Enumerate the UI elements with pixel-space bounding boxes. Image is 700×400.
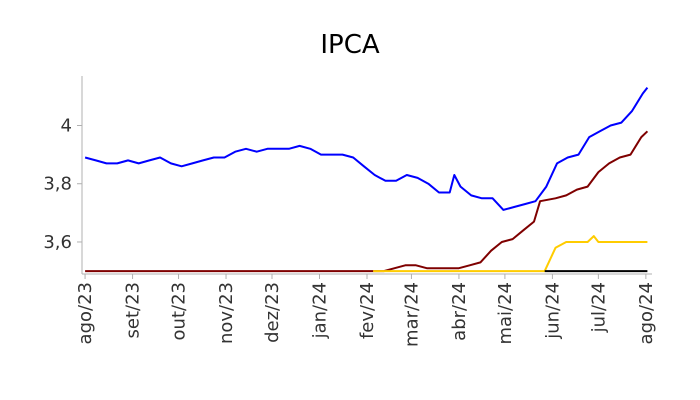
y-tick-label: 3,8 <box>43 174 72 195</box>
series-lines <box>84 86 649 273</box>
x-tick-label: mai/24 <box>495 282 516 345</box>
x-tick-label: dez/23 <box>262 282 283 343</box>
x-tick-label: nov/23 <box>216 282 237 344</box>
x-tick-label: abr/24 <box>449 282 470 341</box>
x-tick-label: ago/24 <box>636 282 657 344</box>
x-tick-label: set/23 <box>123 282 144 338</box>
series-line-3 <box>373 235 648 273</box>
chart-title: IPCA <box>320 30 380 60</box>
x-axis-ticks: ago/23 set/23 out/23 nov/23 dez/23 jan/24 fev/… <box>75 274 657 347</box>
x-tick-label: out/23 <box>169 282 190 340</box>
series-line-1 <box>84 86 649 211</box>
y-axis-ticks: 3,6 3,8 4 <box>43 116 82 253</box>
x-tick-label: jul/24 <box>588 282 609 333</box>
x-tick-label: ago/23 <box>75 282 96 344</box>
series-line-2 <box>85 130 649 273</box>
x-tick-label: jun/24 <box>542 282 563 340</box>
axes <box>81 76 652 275</box>
x-tick-label: jan/24 <box>310 282 331 339</box>
x-tick-label: mar/24 <box>401 282 422 347</box>
x-tick-label: fev/24 <box>357 282 378 339</box>
y-tick-label: 4 <box>61 116 72 137</box>
y-tick-label: 3,6 <box>43 232 72 253</box>
